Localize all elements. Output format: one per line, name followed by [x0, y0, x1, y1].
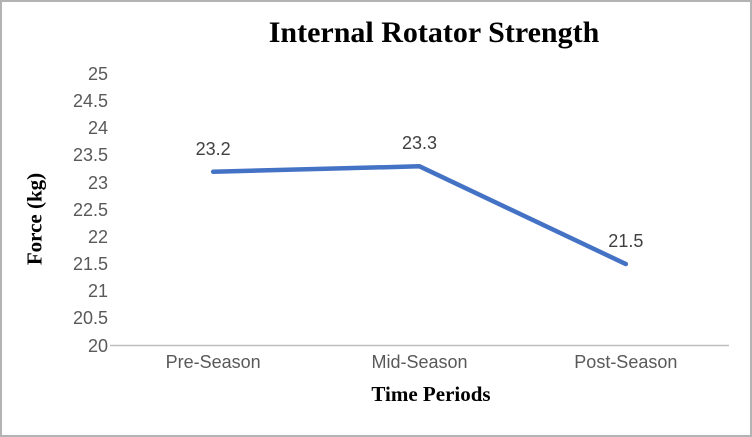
- y-axis-tick-label: 21: [87, 281, 108, 302]
- y-axis-tick-label: 22: [87, 226, 108, 247]
- y-axis-tick-label: 23.5: [72, 145, 108, 166]
- y-axis-tick-label: 20: [87, 335, 108, 356]
- data-point-label: 21.5: [608, 231, 644, 252]
- y-axis-tick-label: 21.5: [72, 254, 108, 275]
- data-point-label: 23.3: [401, 133, 438, 154]
- x-axis-tick-label: Mid-Season: [371, 352, 468, 372]
- y-axis-tick-label: 23: [87, 172, 108, 193]
- x-axis-tick-label: Post-Season: [574, 352, 678, 372]
- x-axis-title: Time Periods: [371, 382, 491, 406]
- y-axis-tick-label: 22.5: [72, 199, 108, 220]
- series-line: [210, 164, 629, 267]
- x-axis-tick-label: Pre-Season: [165, 352, 261, 372]
- chart-title: Internal Rotator Strength: [268, 16, 600, 49]
- y-axis-tick-label: 20.5: [72, 308, 108, 329]
- data-point-label: 23.2: [195, 138, 231, 159]
- y-axis-tick-label: 24.5: [72, 91, 108, 112]
- y-axis-tick-label: 25: [87, 64, 108, 84]
- y-axis-tick-label: 24: [87, 118, 108, 139]
